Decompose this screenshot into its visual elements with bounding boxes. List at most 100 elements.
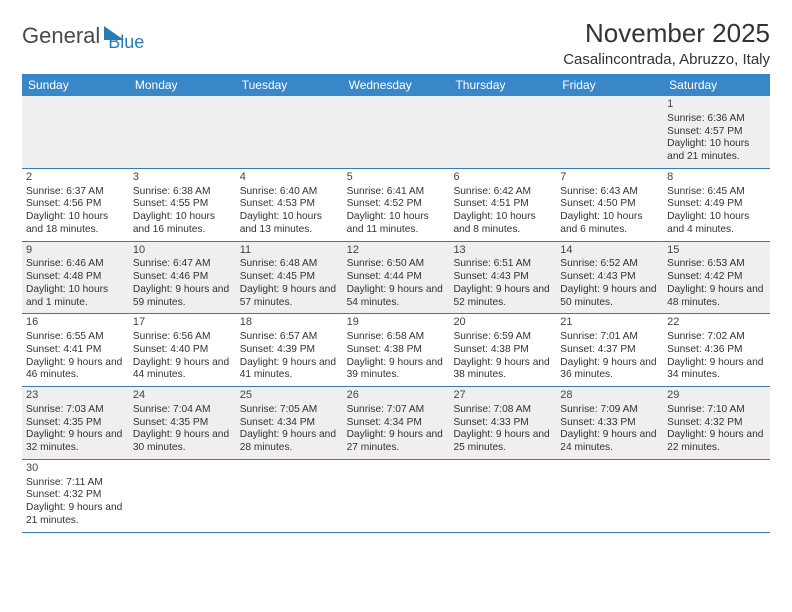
sunset-line: Sunset: 4:46 PM <box>133 271 232 284</box>
daylight-line: Daylight: 10 hours and 18 minutes. <box>26 211 125 237</box>
day-number: 7 <box>560 171 659 185</box>
sunset-line: Sunset: 4:43 PM <box>453 271 552 284</box>
day-cell: 27Sunrise: 7:08 AMSunset: 4:33 PMDayligh… <box>449 387 556 459</box>
week-row: 1Sunrise: 6:36 AMSunset: 4:57 PMDaylight… <box>22 96 770 169</box>
sunset-line: Sunset: 4:34 PM <box>240 417 339 430</box>
daylight-line: Daylight: 10 hours and 1 minute. <box>26 284 125 310</box>
daylight-line: Daylight: 10 hours and 21 minutes. <box>667 138 766 164</box>
title-block: November 2025 Casalincontrada, Abruzzo, … <box>563 18 770 68</box>
day-number: 12 <box>347 244 446 258</box>
day-cell <box>663 460 770 532</box>
sunset-line: Sunset: 4:45 PM <box>240 271 339 284</box>
day-cell <box>449 96 556 168</box>
day-number: 19 <box>347 316 446 330</box>
day-cell: 14Sunrise: 6:52 AMSunset: 4:43 PMDayligh… <box>556 242 663 314</box>
sunrise-line: Sunrise: 7:09 AM <box>560 404 659 417</box>
sunrise-line: Sunrise: 7:04 AM <box>133 404 232 417</box>
day-cell: 1Sunrise: 6:36 AMSunset: 4:57 PMDaylight… <box>663 96 770 168</box>
weeks: 1Sunrise: 6:36 AMSunset: 4:57 PMDaylight… <box>22 96 770 533</box>
sunrise-line: Sunrise: 6:36 AM <box>667 113 766 126</box>
day-number: 3 <box>133 171 232 185</box>
day-cell: 23Sunrise: 7:03 AMSunset: 4:35 PMDayligh… <box>22 387 129 459</box>
day-cell <box>129 96 236 168</box>
day-number: 14 <box>560 244 659 258</box>
sunrise-line: Sunrise: 7:01 AM <box>560 331 659 344</box>
sunrise-line: Sunrise: 6:52 AM <box>560 258 659 271</box>
sunset-line: Sunset: 4:36 PM <box>667 344 766 357</box>
daylight-line: Daylight: 9 hours and 25 minutes. <box>453 429 552 455</box>
logo: General Blue <box>22 18 144 53</box>
sunset-line: Sunset: 4:32 PM <box>26 489 125 502</box>
day-number: 1 <box>667 98 766 112</box>
dow-row: SundayMondayTuesdayWednesdayThursdayFrid… <box>22 74 770 96</box>
sunrise-line: Sunrise: 7:11 AM <box>26 477 125 490</box>
day-cell: 17Sunrise: 6:56 AMSunset: 4:40 PMDayligh… <box>129 314 236 386</box>
sunset-line: Sunset: 4:37 PM <box>560 344 659 357</box>
sunrise-line: Sunrise: 7:05 AM <box>240 404 339 417</box>
day-number: 17 <box>133 316 232 330</box>
daylight-line: Daylight: 9 hours and 44 minutes. <box>133 357 232 383</box>
logo-text-general: General <box>22 23 100 49</box>
logo-text-blue: Blue <box>108 32 144 53</box>
dow-cell: Tuesday <box>236 74 343 96</box>
day-number: 15 <box>667 244 766 258</box>
sunset-line: Sunset: 4:56 PM <box>26 198 125 211</box>
day-number: 13 <box>453 244 552 258</box>
day-number: 23 <box>26 389 125 403</box>
sunrise-line: Sunrise: 6:42 AM <box>453 186 552 199</box>
daylight-line: Daylight: 9 hours and 41 minutes. <box>240 357 339 383</box>
day-number: 8 <box>667 171 766 185</box>
day-cell: 6Sunrise: 6:42 AMSunset: 4:51 PMDaylight… <box>449 169 556 241</box>
day-number: 5 <box>347 171 446 185</box>
daylight-line: Daylight: 9 hours and 28 minutes. <box>240 429 339 455</box>
day-cell: 24Sunrise: 7:04 AMSunset: 4:35 PMDayligh… <box>129 387 236 459</box>
sunset-line: Sunset: 4:49 PM <box>667 198 766 211</box>
sunrise-line: Sunrise: 6:53 AM <box>667 258 766 271</box>
daylight-line: Daylight: 10 hours and 8 minutes. <box>453 211 552 237</box>
sunrise-line: Sunrise: 6:57 AM <box>240 331 339 344</box>
day-number: 25 <box>240 389 339 403</box>
sunrise-line: Sunrise: 7:08 AM <box>453 404 552 417</box>
sunset-line: Sunset: 4:34 PM <box>347 417 446 430</box>
sunrise-line: Sunrise: 6:38 AM <box>133 186 232 199</box>
day-cell: 26Sunrise: 7:07 AMSunset: 4:34 PMDayligh… <box>343 387 450 459</box>
week-row: 23Sunrise: 7:03 AMSunset: 4:35 PMDayligh… <box>22 387 770 460</box>
day-cell: 13Sunrise: 6:51 AMSunset: 4:43 PMDayligh… <box>449 242 556 314</box>
sunset-line: Sunset: 4:33 PM <box>453 417 552 430</box>
day-number: 4 <box>240 171 339 185</box>
sunrise-line: Sunrise: 6:40 AM <box>240 186 339 199</box>
sunset-line: Sunset: 4:53 PM <box>240 198 339 211</box>
sunrise-line: Sunrise: 6:45 AM <box>667 186 766 199</box>
day-cell: 25Sunrise: 7:05 AMSunset: 4:34 PMDayligh… <box>236 387 343 459</box>
dow-cell: Sunday <box>22 74 129 96</box>
daylight-line: Daylight: 10 hours and 4 minutes. <box>667 211 766 237</box>
daylight-line: Daylight: 9 hours and 54 minutes. <box>347 284 446 310</box>
daylight-line: Daylight: 10 hours and 11 minutes. <box>347 211 446 237</box>
day-number: 9 <box>26 244 125 258</box>
sunrise-line: Sunrise: 7:03 AM <box>26 404 125 417</box>
header: General Blue November 2025 Casalincontra… <box>22 18 770 68</box>
day-cell: 11Sunrise: 6:48 AMSunset: 4:45 PMDayligh… <box>236 242 343 314</box>
day-cell: 18Sunrise: 6:57 AMSunset: 4:39 PMDayligh… <box>236 314 343 386</box>
day-cell: 3Sunrise: 6:38 AMSunset: 4:55 PMDaylight… <box>129 169 236 241</box>
day-cell: 15Sunrise: 6:53 AMSunset: 4:42 PMDayligh… <box>663 242 770 314</box>
day-cell: 28Sunrise: 7:09 AMSunset: 4:33 PMDayligh… <box>556 387 663 459</box>
day-cell: 4Sunrise: 6:40 AMSunset: 4:53 PMDaylight… <box>236 169 343 241</box>
day-number: 28 <box>560 389 659 403</box>
calendar: SundayMondayTuesdayWednesdayThursdayFrid… <box>22 74 770 533</box>
day-cell: 30Sunrise: 7:11 AMSunset: 4:32 PMDayligh… <box>22 460 129 532</box>
daylight-line: Daylight: 10 hours and 6 minutes. <box>560 211 659 237</box>
sunrise-line: Sunrise: 6:55 AM <box>26 331 125 344</box>
dow-cell: Wednesday <box>343 74 450 96</box>
day-cell <box>236 460 343 532</box>
daylight-line: Daylight: 9 hours and 34 minutes. <box>667 357 766 383</box>
daylight-line: Daylight: 9 hours and 36 minutes. <box>560 357 659 383</box>
day-cell <box>343 460 450 532</box>
day-cell <box>129 460 236 532</box>
day-cell: 9Sunrise: 6:46 AMSunset: 4:48 PMDaylight… <box>22 242 129 314</box>
location: Casalincontrada, Abruzzo, Italy <box>563 51 770 68</box>
daylight-line: Daylight: 9 hours and 52 minutes. <box>453 284 552 310</box>
dow-cell: Friday <box>556 74 663 96</box>
day-cell <box>556 96 663 168</box>
sunrise-line: Sunrise: 6:47 AM <box>133 258 232 271</box>
